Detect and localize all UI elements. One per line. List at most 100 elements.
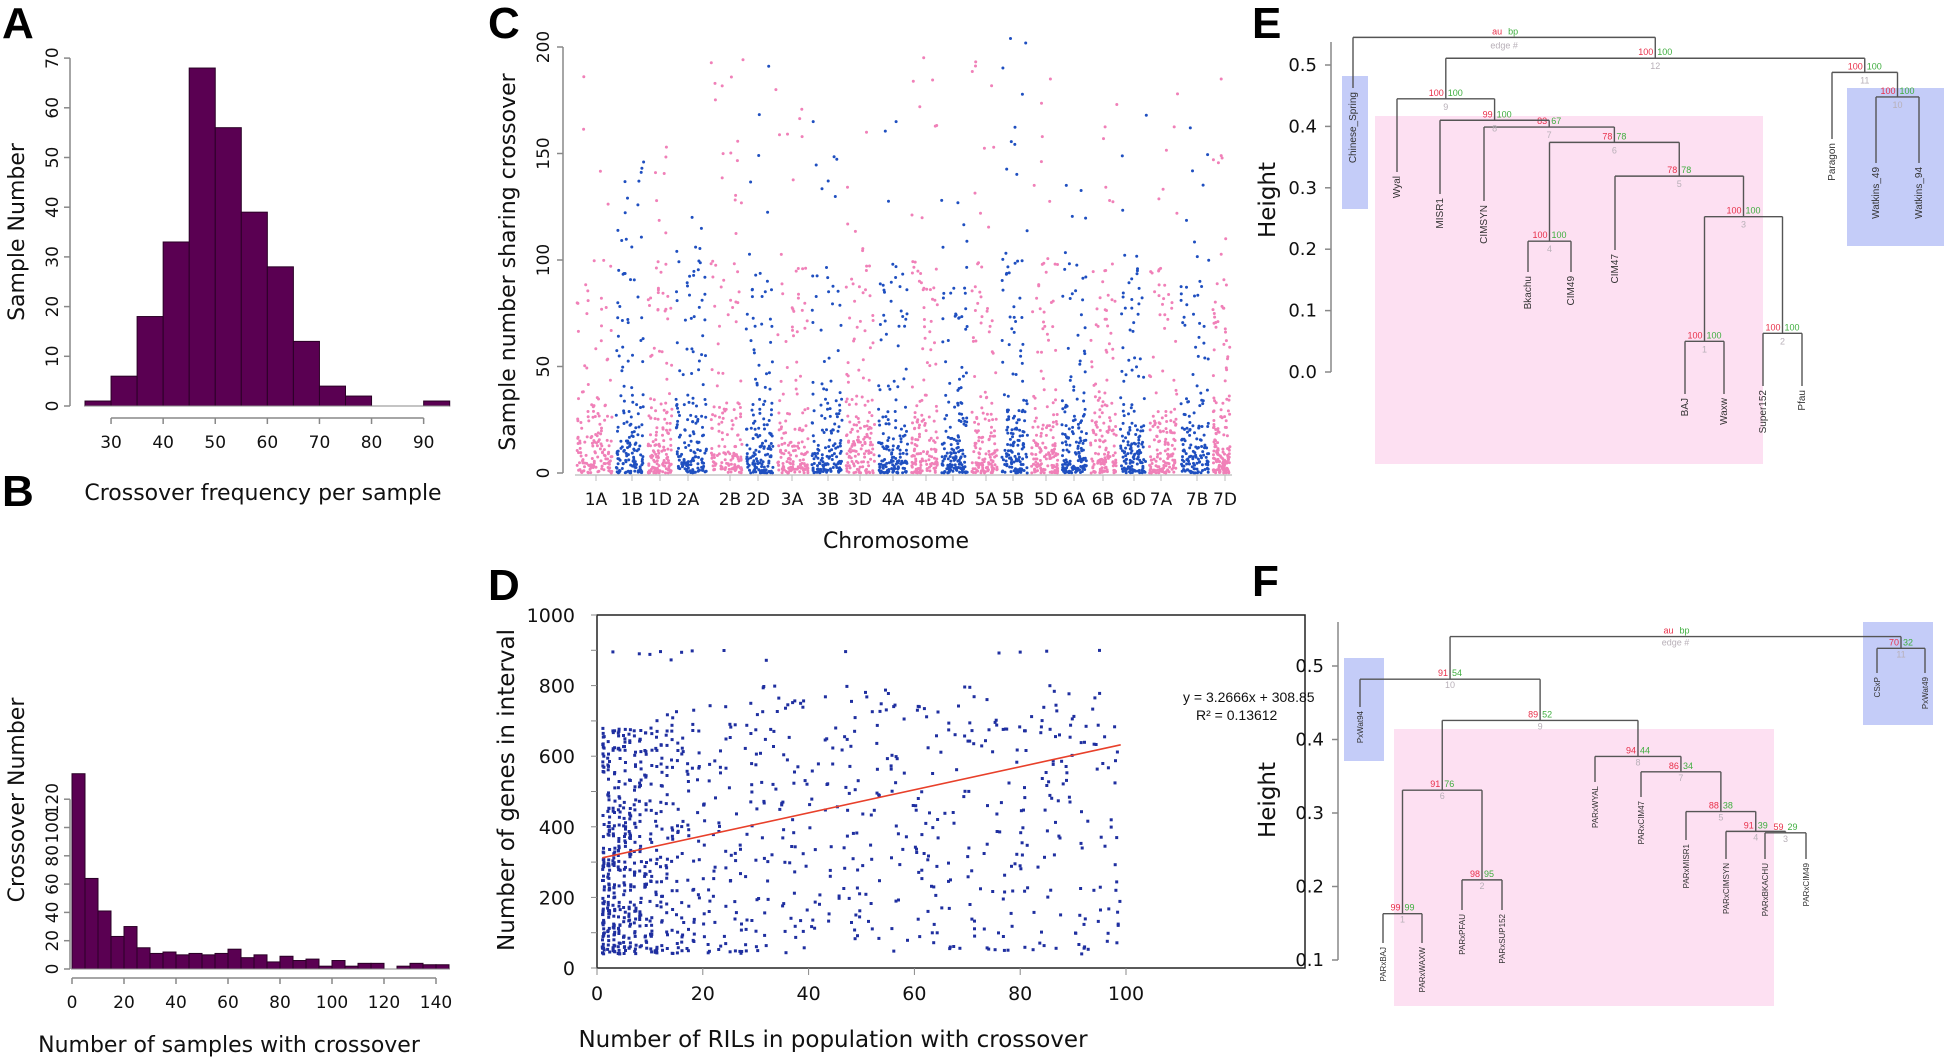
- d-point: [970, 917, 974, 921]
- d-point: [823, 695, 827, 699]
- c-point: [1005, 271, 1009, 275]
- c-point: [1071, 432, 1075, 436]
- c-point: [780, 471, 784, 475]
- c-point: [910, 436, 914, 440]
- c-point: [693, 451, 697, 455]
- d-point: [633, 753, 637, 757]
- d-point: [602, 851, 606, 855]
- c-point: [978, 290, 982, 294]
- c-point: [1164, 437, 1168, 441]
- c-point: [1111, 454, 1115, 457]
- c-point: [878, 423, 882, 427]
- d-point: [1055, 709, 1059, 713]
- c-point: [1014, 471, 1018, 475]
- c-point: [1128, 458, 1132, 462]
- d-point: [607, 821, 611, 825]
- c-point: [690, 347, 694, 351]
- c-point: [946, 339, 950, 342]
- d-point: [1083, 740, 1086, 744]
- d-point: [623, 860, 627, 864]
- c-point: [1224, 237, 1228, 241]
- d-y-tick-label: 200: [539, 887, 575, 909]
- c-point: [763, 399, 767, 403]
- c-point: [1164, 427, 1168, 431]
- e-au-value: 100: [1848, 61, 1863, 71]
- d-point: [810, 925, 814, 929]
- d-point: [1023, 796, 1027, 800]
- d-point: [914, 808, 918, 812]
- c-point: [623, 211, 627, 215]
- c-point: [783, 441, 787, 445]
- c-point: [854, 402, 858, 406]
- d-point: [654, 746, 658, 750]
- c-point: [911, 79, 915, 83]
- b-y-tick-label: 20: [43, 930, 63, 952]
- c-point: [1197, 335, 1201, 339]
- c-point: [1220, 156, 1224, 160]
- c-point: [1005, 428, 1009, 432]
- c-point: [638, 467, 642, 471]
- c-point: [1043, 455, 1047, 458]
- d-point: [622, 934, 626, 938]
- c-point: [1001, 469, 1005, 473]
- d-point: [972, 695, 976, 699]
- c-point: [949, 291, 953, 295]
- d-point: [606, 756, 610, 760]
- d-point: [607, 777, 610, 781]
- c-point: [971, 339, 975, 343]
- c-point: [964, 424, 968, 427]
- d-point: [1101, 762, 1105, 765]
- c-point: [1193, 451, 1197, 455]
- c-point: [1214, 459, 1218, 463]
- c-point: [1006, 431, 1010, 435]
- c-point: [1108, 419, 1112, 423]
- d-point: [1114, 759, 1117, 763]
- f-edge-number: 1: [1400, 915, 1405, 925]
- b-bar: [214, 952, 229, 970]
- d-point: [897, 898, 900, 902]
- b-bar: [162, 951, 177, 970]
- d-point: [886, 692, 890, 695]
- c-point: [1213, 399, 1217, 403]
- d-point: [1093, 696, 1097, 700]
- c-point: [963, 465, 967, 469]
- c-point: [866, 460, 870, 464]
- c-point: [709, 61, 713, 65]
- c-point: [1149, 455, 1153, 459]
- c-point: [669, 306, 673, 310]
- c-point: [823, 416, 827, 420]
- c-point: [971, 470, 975, 474]
- c-point: [790, 468, 794, 472]
- c-point: [1010, 450, 1014, 454]
- c-point: [953, 405, 957, 409]
- d-point: [685, 769, 689, 773]
- e-leaf-label: Watkins_94: [1914, 167, 1925, 219]
- c-point: [861, 291, 865, 295]
- d-point: [665, 947, 669, 950]
- c-point: [630, 386, 634, 390]
- c-point: [987, 419, 991, 422]
- d-point: [622, 874, 626, 878]
- b-x-axis-label: Number of samples with crossover: [38, 1033, 421, 1057]
- c-point: [1220, 416, 1224, 420]
- d-point: [1046, 895, 1050, 899]
- c-point: [1089, 443, 1093, 447]
- d-point: [948, 945, 952, 949]
- c-point: [1157, 197, 1161, 201]
- c-point: [1139, 460, 1143, 464]
- d-point: [628, 918, 632, 922]
- c-point: [739, 455, 743, 459]
- d-point: [671, 716, 675, 720]
- d-point: [931, 772, 935, 775]
- c-point: [769, 442, 773, 445]
- d-point: [633, 949, 637, 953]
- c-point: [670, 363, 674, 367]
- c-point: [638, 465, 642, 469]
- d-point: [602, 920, 606, 924]
- c-point: [805, 319, 809, 323]
- d-point: [601, 764, 605, 768]
- d-point: [875, 723, 879, 727]
- c-point: [955, 468, 959, 472]
- c-point: [1156, 452, 1160, 456]
- d-point: [878, 709, 882, 713]
